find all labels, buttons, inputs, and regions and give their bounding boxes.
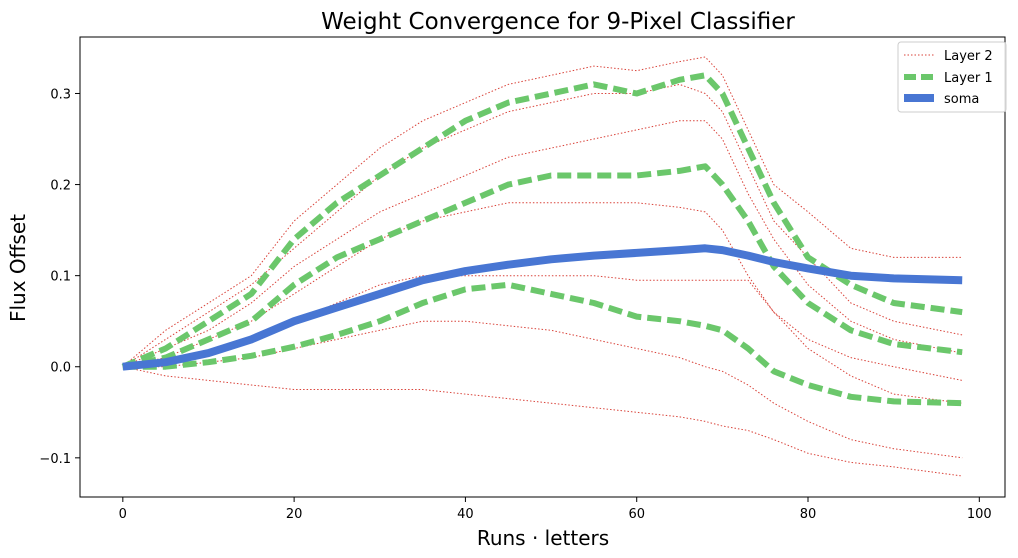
x-tick-label: 20: [286, 507, 303, 522]
series-line-layer-2-3: [122, 120, 963, 368]
x-tick-label: 0: [119, 507, 127, 522]
y-tick-label: 0.3: [50, 87, 71, 102]
y-tick-label: 0.1: [50, 270, 71, 285]
series-line-layer-2-1: [122, 56, 963, 368]
legend: Layer 2 Layer 1 soma: [897, 41, 1007, 113]
y-tick-label: 0.0: [50, 361, 71, 376]
x-tick-label: 80: [800, 507, 817, 522]
x-tick-label: 100: [967, 507, 992, 522]
axes-frame: [79, 36, 1006, 498]
legend-entry-soma: soma: [904, 92, 979, 107]
series-line-layer-2-2: [122, 83, 963, 368]
legend-label-layer-2: Layer 2: [944, 49, 993, 64]
series-line-layer-2-7: [122, 366, 963, 477]
series-line-layer-1-1: [121, 72, 963, 370]
y-tick-label: 0.2: [50, 179, 71, 194]
x-tick-label: 60: [628, 507, 645, 522]
y-axis-label: Flux Offset: [6, 214, 30, 322]
series-line-layer-2-4: [122, 202, 963, 381]
plot-area: [121, 56, 963, 477]
axes: 0 20 40 60 80 100 −0.1 0.0 0.1 0.2 0.3: [39, 36, 1006, 522]
y-tick-label: −0.1: [39, 452, 71, 467]
legend-entry-layer-2: Layer 2: [904, 49, 993, 64]
x-axis-label: Runs · letters: [477, 526, 609, 550]
chart-title: Weight Convergence for 9-Pixel Classifie…: [321, 9, 795, 35]
legend-label-soma: soma: [944, 92, 979, 107]
series-line-layer-1-2: [122, 163, 963, 370]
x-tick-label: 40: [457, 507, 474, 522]
legend-entry-layer-1: Layer 1: [904, 71, 993, 86]
series-line-layer-1-3: [122, 281, 963, 407]
series-line-soma-1: [122, 244, 963, 371]
legend-label-layer-1: Layer 1: [944, 71, 993, 86]
